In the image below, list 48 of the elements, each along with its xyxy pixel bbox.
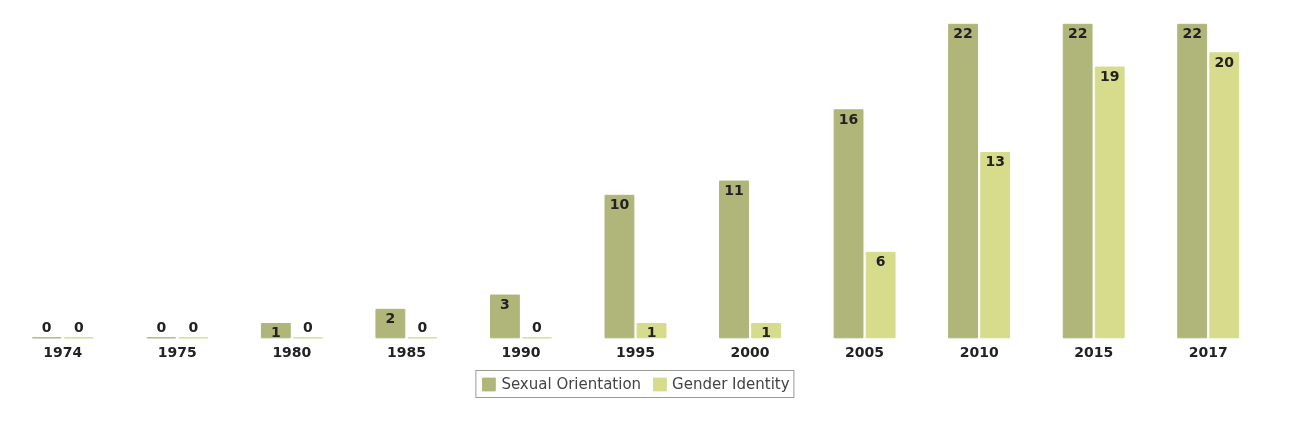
data-label: 1 [646,324,657,341]
bar [948,23,979,339]
data-label: 1 [270,324,281,341]
data-label: 11 [724,181,744,198]
data-label: 22 [953,25,973,42]
data-label: 0 [532,318,543,335]
data-label: 3 [500,295,510,312]
x-tick-label: 2005 [845,344,885,361]
data-label: 19 [1099,67,1120,84]
data-label: 0 [303,318,314,335]
data-label: 13 [985,153,1005,170]
data-label: 6 [875,253,886,270]
x-tick-label: 2010 [959,344,999,361]
bar [636,323,667,339]
data-label: 22 [1182,25,1202,42]
legend-label: Gender Identity [672,375,790,393]
bar [719,180,749,339]
data-label: 0 [188,318,199,335]
data-label: 20 [1214,53,1235,70]
data-label: 22 [1067,25,1088,42]
data-label: 0 [156,318,167,335]
x-tick-label: 1980 [272,344,312,361]
x-tick-label: 1985 [386,344,426,361]
x-tick-label: 2000 [730,344,770,361]
data-label: 16 [838,110,859,127]
data-label: 0 [41,318,52,335]
x-tick-label: 1975 [157,344,197,361]
data-label: 1 [761,324,771,341]
data-label: 10 [609,196,630,213]
x-tick-label: 1990 [501,344,541,361]
data-label: 0 [73,318,84,335]
bar [604,194,635,339]
bar [1094,66,1125,339]
bar [1177,23,1208,339]
x-tick-label: 1974 [43,344,83,361]
legend-label: Sexual Orientation [501,375,642,393]
bar [1062,23,1093,339]
x-tick-label: 2017 [1188,344,1228,361]
x-tick-label: 2015 [1074,344,1114,361]
data-label: 2 [385,310,396,327]
bar [980,152,1011,339]
x-tick-label: 1995 [616,344,655,361]
bar [865,251,896,339]
data-label: 0 [417,318,428,335]
bar [489,294,520,339]
bar [1209,52,1240,339]
bar [375,308,406,339]
bar [833,109,864,339]
